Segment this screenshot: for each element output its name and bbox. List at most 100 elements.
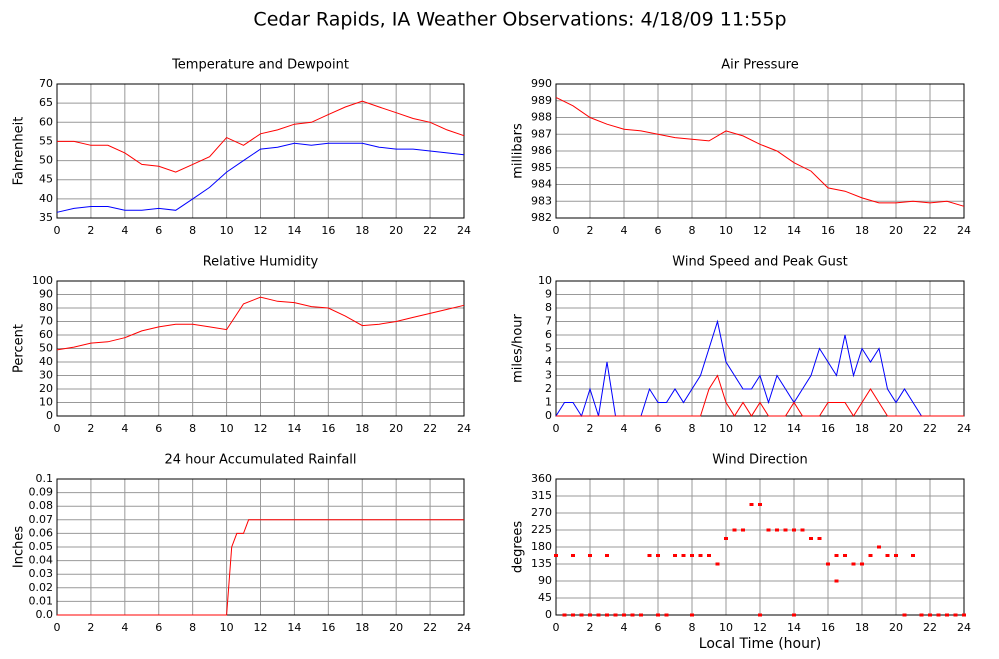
y-tick-label: 55 bbox=[39, 134, 53, 147]
y-tick-label: 987 bbox=[531, 127, 552, 140]
data-point bbox=[605, 613, 609, 617]
x-tick-label: 22 bbox=[923, 224, 937, 237]
y-axis-label: Percent bbox=[12, 324, 27, 373]
data-point bbox=[571, 554, 575, 557]
y-tick-label: 0.07 bbox=[29, 513, 54, 526]
x-tick-label: 24 bbox=[457, 224, 471, 237]
data-point bbox=[749, 503, 754, 506]
page-title: Cedar Rapids, IA Weather Observations: 4… bbox=[253, 9, 786, 31]
data-point bbox=[698, 554, 703, 557]
x-tick-label: 22 bbox=[423, 621, 437, 634]
x-tick-label: 14 bbox=[787, 422, 801, 435]
data-point bbox=[868, 554, 873, 557]
y-tick-label: 984 bbox=[531, 178, 552, 191]
data-line bbox=[556, 374, 964, 417]
y-tick-label: 2 bbox=[545, 382, 552, 395]
y-tick-label: 60 bbox=[39, 115, 53, 128]
data-point bbox=[919, 613, 924, 617]
data-point bbox=[792, 613, 796, 617]
x-tick-label: 10 bbox=[719, 621, 733, 634]
x-tick-label: 16 bbox=[321, 224, 335, 237]
y-tick-label: 50 bbox=[39, 342, 53, 355]
x-tick-label: 2 bbox=[587, 422, 594, 435]
y-tick-label: 0.1 bbox=[36, 472, 54, 485]
x-tick-label: 18 bbox=[855, 621, 869, 634]
y-tick-label: 360 bbox=[531, 472, 552, 485]
x-tick-label: 0 bbox=[553, 224, 560, 237]
data-point bbox=[554, 554, 558, 557]
x-tick-label: 8 bbox=[189, 422, 196, 435]
x-tick-label: 16 bbox=[821, 621, 835, 634]
data-point bbox=[579, 613, 584, 617]
data-point bbox=[877, 545, 881, 549]
data-line bbox=[56, 296, 465, 351]
y-tick-label: 40 bbox=[39, 192, 53, 205]
data-point bbox=[902, 613, 907, 617]
data-point bbox=[613, 613, 618, 617]
y-tick-label: 0.01 bbox=[29, 594, 54, 607]
x-tick-label: 8 bbox=[689, 224, 696, 237]
x-tick-label: 12 bbox=[753, 621, 767, 634]
x-tick-label: 0 bbox=[553, 422, 560, 435]
x-tick-label: 0 bbox=[54, 422, 61, 435]
x-tick-label: 2 bbox=[87, 224, 94, 237]
x-tick-label: 20 bbox=[389, 224, 403, 237]
y-tick-label: 0.02 bbox=[29, 581, 54, 594]
data-point bbox=[656, 554, 660, 557]
plot-frame bbox=[555, 280, 965, 417]
x-tick-label: 12 bbox=[753, 224, 767, 237]
y-axis-label: degrees bbox=[511, 521, 526, 574]
y-tick-label: 270 bbox=[531, 506, 552, 519]
x-tick-label: 8 bbox=[689, 422, 696, 435]
y-tick-label: 70 bbox=[39, 77, 53, 90]
data-point bbox=[911, 554, 915, 557]
x-tick-label: 10 bbox=[220, 621, 234, 634]
x-tick-label: 22 bbox=[923, 621, 937, 634]
data-line bbox=[57, 100, 465, 173]
plot-frame bbox=[56, 280, 465, 417]
x-tick-label: 4 bbox=[621, 621, 628, 634]
x-tick-label: 16 bbox=[321, 621, 335, 634]
y-tick-label: 8 bbox=[545, 301, 552, 314]
data-point bbox=[639, 613, 643, 617]
y-tick-label: 982 bbox=[531, 211, 552, 224]
x-tick-label: 10 bbox=[220, 422, 234, 435]
x-tick-label: 18 bbox=[855, 422, 869, 435]
y-tick-label: 0.09 bbox=[29, 486, 54, 499]
x-tick-label: 14 bbox=[287, 621, 301, 634]
x-tick-label: 6 bbox=[155, 422, 162, 435]
x-tick-label: 2 bbox=[87, 422, 94, 435]
x-tick-label: 20 bbox=[889, 422, 903, 435]
x-tick-label: 24 bbox=[957, 422, 971, 435]
x-tick-label: 6 bbox=[655, 224, 662, 237]
data-point bbox=[860, 562, 864, 566]
x-tick-label: 18 bbox=[355, 422, 369, 435]
x-tick-label: 24 bbox=[957, 621, 971, 634]
y-tick-label: 0.0 bbox=[36, 608, 54, 621]
data-point bbox=[834, 579, 839, 583]
data-point bbox=[775, 528, 779, 532]
data-point bbox=[630, 613, 635, 617]
x-tick-label: 12 bbox=[254, 621, 268, 634]
y-tick-label: 30 bbox=[39, 369, 53, 382]
x-tick-label: 8 bbox=[689, 621, 696, 634]
y-tick-label: 45 bbox=[538, 591, 552, 604]
y-axis-label: miles/hour bbox=[511, 313, 526, 382]
x-tick-label: 4 bbox=[121, 621, 128, 634]
x-tick-label: 14 bbox=[287, 422, 301, 435]
y-axis-label: Inches bbox=[12, 526, 27, 568]
y-tick-label: 0.04 bbox=[29, 554, 54, 567]
y-tick-label: 65 bbox=[39, 96, 53, 109]
y-tick-label: 3 bbox=[545, 369, 552, 382]
chart-title: Temperature and Dewpoint bbox=[171, 58, 349, 73]
y-tick-label: 983 bbox=[531, 194, 552, 207]
x-tick-label: 24 bbox=[457, 621, 471, 634]
y-tick-label: 40 bbox=[39, 355, 53, 368]
data-point bbox=[851, 562, 856, 566]
chart-title: Air Pressure bbox=[721, 58, 799, 73]
y-tick-label: 180 bbox=[531, 540, 552, 553]
plot-frame bbox=[56, 478, 465, 616]
